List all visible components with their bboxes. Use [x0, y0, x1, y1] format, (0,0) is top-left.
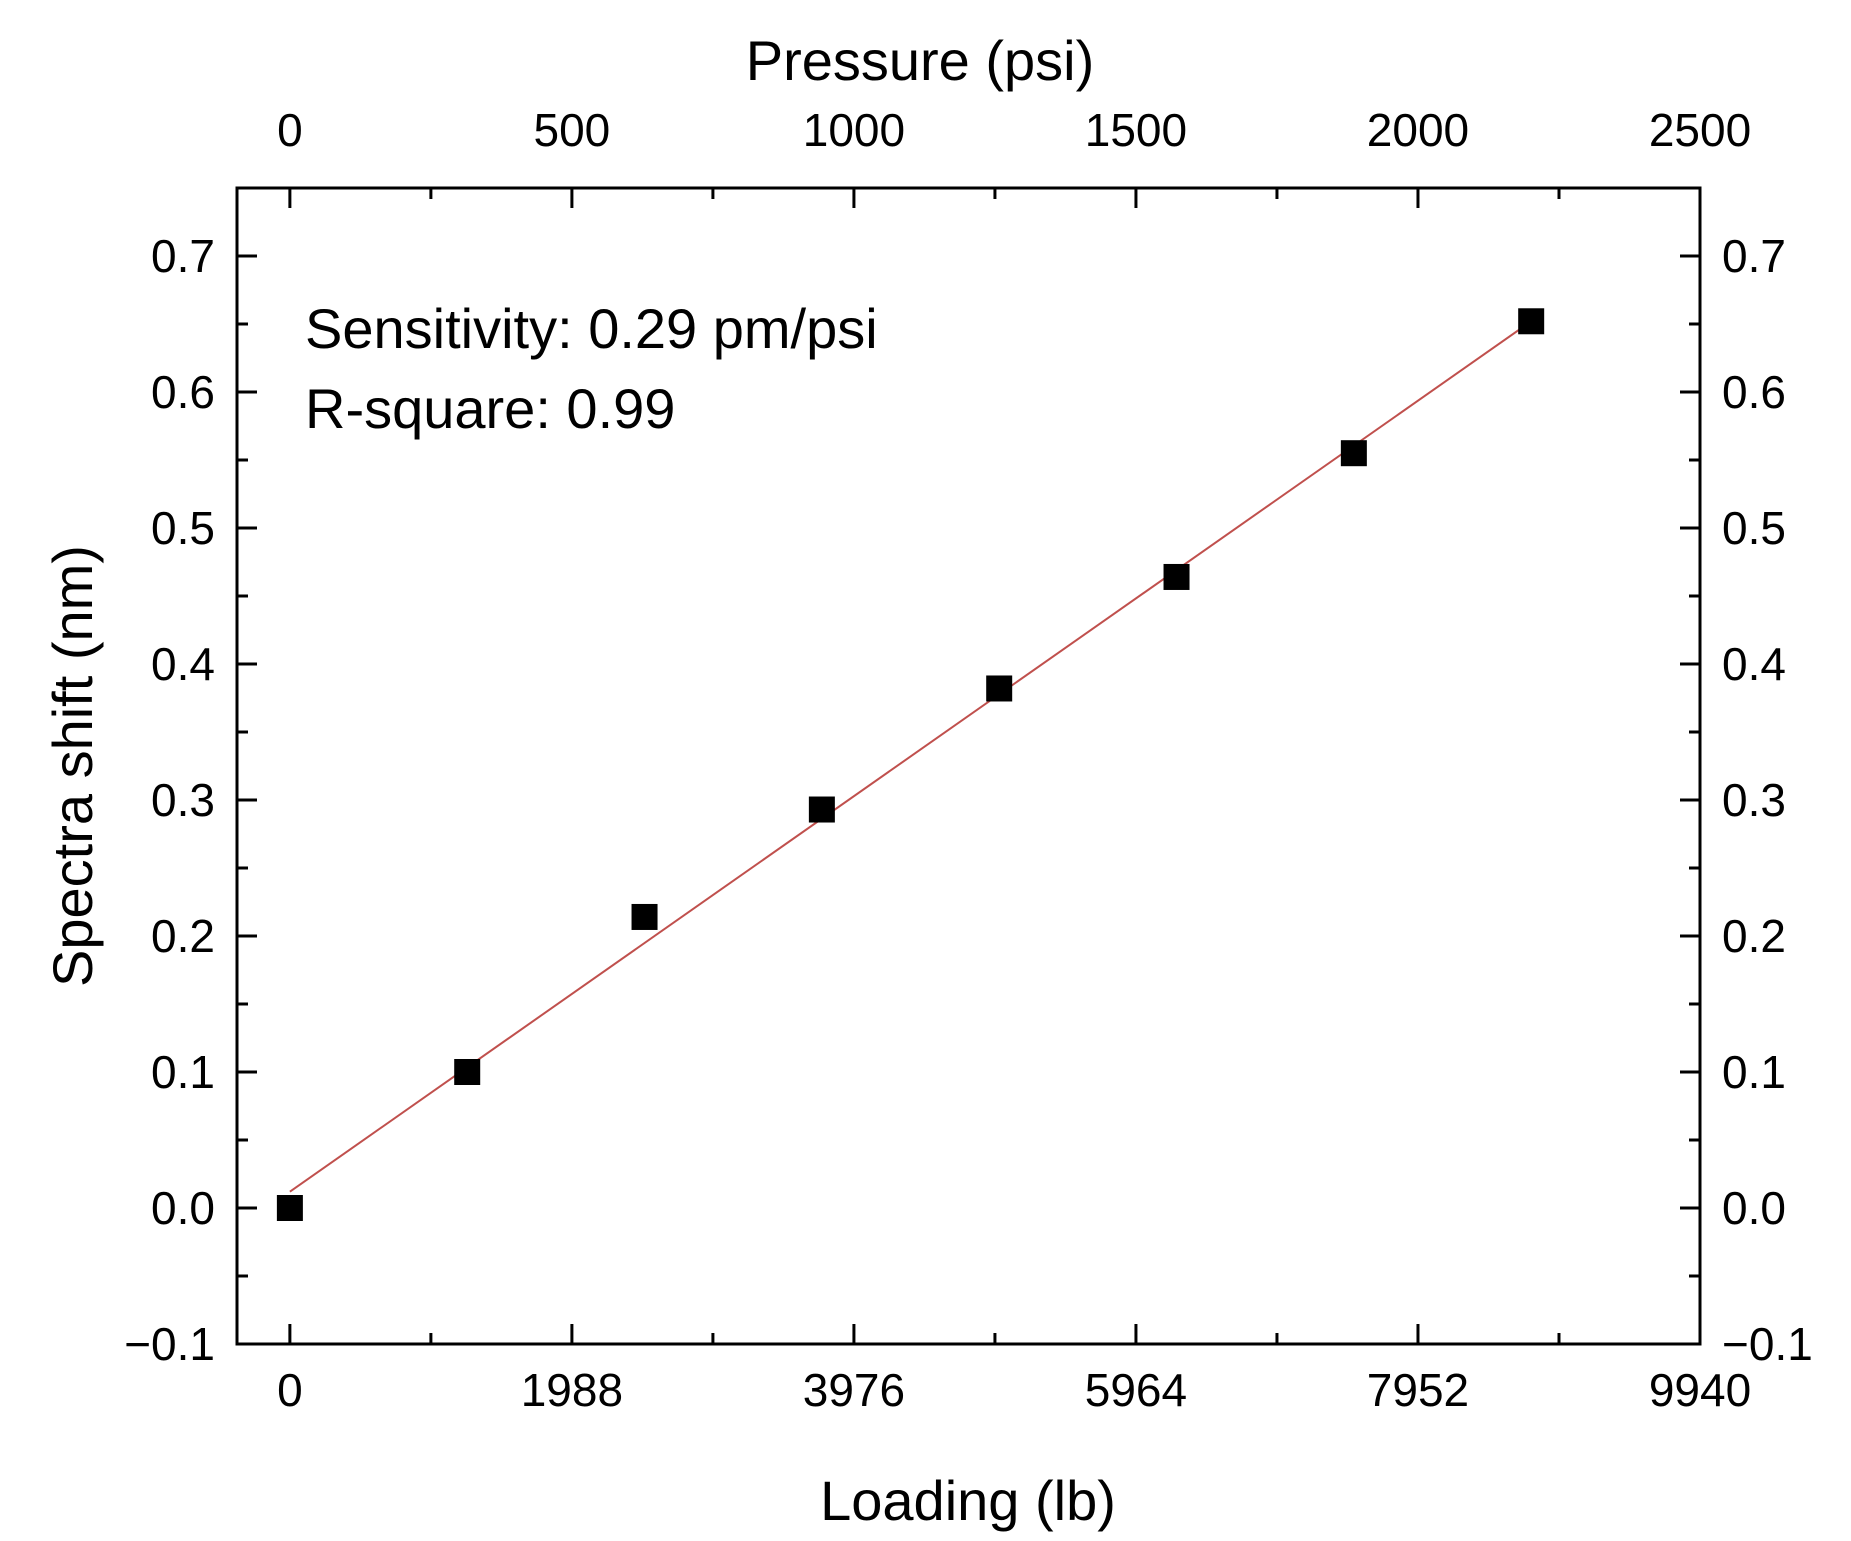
- x2-tick-label: 1500: [1085, 104, 1187, 156]
- y-tick-label: 0.6: [151, 366, 215, 418]
- y2-tick-label: 0.1: [1722, 1046, 1786, 1098]
- x-tick-label: 0: [277, 1364, 303, 1416]
- x-tick-label: 1988: [521, 1364, 623, 1416]
- x2-axis-title: Pressure (psi): [746, 29, 1095, 92]
- fit-line: [289, 320, 1532, 1193]
- y2-tick-label: 0.5: [1722, 502, 1786, 554]
- y2-tick-label: 0.4: [1722, 638, 1786, 690]
- data-point: [454, 1059, 481, 1085]
- annotation-sensitivity: Sensitivity: 0.29 pm/psi: [305, 297, 878, 360]
- y-tick-label: 0.5: [151, 502, 215, 554]
- x-tick-label: 3976: [803, 1364, 905, 1416]
- y-tick-label: 0.4: [151, 638, 215, 690]
- data-point: [1518, 308, 1545, 335]
- plot-frame: [235, 186, 1702, 1346]
- y-tick-label: 0.0: [151, 1182, 215, 1234]
- data-point: [1163, 563, 1190, 590]
- data-point: [986, 675, 1013, 702]
- y2-tick-label: 0.3: [1722, 774, 1786, 826]
- y2-tick-label: 0.7: [1722, 230, 1786, 282]
- x2-tick-label: 2000: [1367, 104, 1469, 156]
- x-axis-title: Loading (lb): [820, 1469, 1116, 1532]
- y2-tick-label: 0.6: [1722, 366, 1786, 418]
- y-tick-label: 0.2: [151, 910, 215, 962]
- x-tick-label: 9940: [1649, 1364, 1751, 1416]
- y-axis-title: Spectra shift (nm): [41, 545, 104, 987]
- y-tick-label: 0.7: [151, 230, 215, 282]
- data-point: [1340, 440, 1367, 467]
- x-tick-label: 5964: [1085, 1364, 1187, 1416]
- y2-tick-label: 0.2: [1722, 910, 1786, 962]
- data-point: [808, 796, 835, 823]
- fit-line-layer: [289, 320, 1532, 1193]
- y-tick-label: 0.1: [151, 1046, 215, 1098]
- x2-tick-label: 0: [277, 104, 303, 156]
- x2-tick-label: 500: [534, 104, 611, 156]
- y2-tick-label: 0.0: [1722, 1182, 1786, 1234]
- x-tick-label: 7952: [1367, 1364, 1469, 1416]
- x2-tick-label: 2500: [1649, 104, 1751, 156]
- data-point: [276, 1195, 303, 1221]
- minor-ticks: [237, 188, 1700, 1344]
- annotation-r-square: R-square: 0.99: [305, 377, 675, 440]
- x2-tick-label: 1000: [803, 104, 905, 156]
- y-tick-label: −0.1: [124, 1318, 215, 1370]
- tick-labels: 0 1988 3976 5964 7952 9940 0 500 1000 1500 2000 250…: [124, 104, 1813, 1416]
- data-points-layer: [276, 308, 1545, 1221]
- y-tick-label: 0.3: [151, 774, 215, 826]
- data-point: [631, 903, 658, 930]
- y2-tick-label: −0.1: [1722, 1318, 1813, 1370]
